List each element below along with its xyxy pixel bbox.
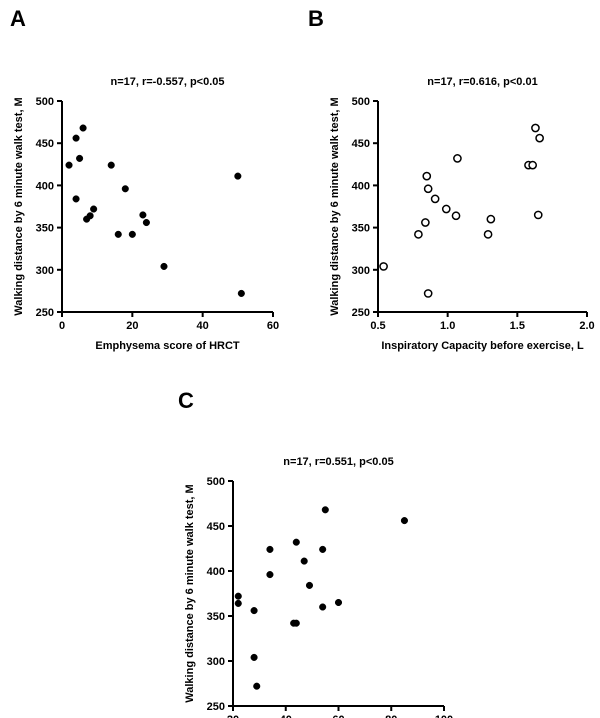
data-point [234,592,242,600]
data-point [160,262,168,270]
data-point [430,194,440,204]
panel-label: B [308,6,324,31]
panel-label: C [178,388,194,413]
data-point [528,160,538,170]
x-tick-label: 0.5 [370,320,385,332]
x-axis-label: Emphysema score of HRCT [95,340,240,352]
data-point [250,607,258,615]
y-tick-label: 500 [352,96,370,108]
data-point [414,230,423,239]
data-point [531,123,540,133]
chart-panel-c: Cn=17, r=0.551, p<0.05 20 40 60 80 100 250 300 3… [178,388,453,718]
y-tick-label: 450 [352,138,370,150]
data-point [72,195,80,203]
y-tick-label: 450 [36,138,54,150]
data-point [142,218,150,227]
y-tick-label: 400 [352,180,370,192]
data-point [76,154,84,162]
x-tick-label: 80 [385,714,397,718]
x-tick-label: 60 [267,320,279,332]
y-tick-label: 300 [352,265,370,277]
data-point [535,133,544,143]
data-point [423,289,433,298]
y-tick-label: 500 [207,476,225,488]
x-tick-label: 1.0 [440,320,455,332]
data-point [128,230,136,238]
data-point [533,210,543,220]
x-axis-label: Inspiratory Capacity before exercise, L [381,340,584,352]
data-point [90,205,98,213]
chart-panel-a: An=17, r=-0.557, p<0.05 0 20 40 60 250 300 350 4… [10,6,279,352]
data-point [319,603,327,611]
data-point [300,557,308,565]
x-tick-label: 40 [197,320,209,332]
data-point [79,124,87,132]
chart-title: n=17, r=0.616, p<0.01 [427,76,537,88]
data-point [451,211,461,221]
x-tick-label: 20 [227,714,239,718]
y-tick-label: 400 [36,180,54,192]
data-point [421,218,430,227]
data-point [334,598,343,607]
x-tick-label: 60 [332,714,344,718]
data-point [237,289,245,297]
x-tick-label: 100 [435,714,453,718]
y-tick-label: 450 [207,521,225,533]
chart-panel-b: Bn=17, r=0.616, p<0.01 0.5 1.0 1.5 2.0 250 300… [308,6,595,352]
data-point [379,262,388,271]
data-point [266,571,274,579]
data-point [72,134,80,142]
data-point [292,619,300,627]
data-point [423,184,433,194]
data-point [86,212,94,220]
y-tick-label: 300 [36,265,54,277]
y-axis-label: Walking distance by 6 minute walk test, … [184,484,196,702]
data-point [305,581,314,589]
y-tick-label: 350 [207,611,225,623]
y-tick-label: 300 [207,656,225,668]
data-point [483,230,493,239]
data-point [234,172,242,180]
data-point [253,682,261,690]
chart-title: n=17, r=-0.557, p<0.05 [110,76,224,88]
y-tick-label: 350 [352,223,370,235]
data-point [114,230,122,238]
data-point [250,653,258,661]
x-tick-label: 1.5 [510,320,525,332]
data-point [486,214,496,224]
x-tick-label: 2.0 [579,320,594,332]
x-tick-label: 0 [59,320,65,332]
data-point [234,599,242,607]
data-point [121,185,129,193]
y-tick-label: 350 [36,223,54,235]
y-tick-label: 500 [36,96,54,108]
panel-label: A [10,6,26,31]
data-point [139,211,147,219]
data-point [441,204,451,214]
data-point [319,545,327,553]
data-point [65,161,73,169]
y-axis-label: Walking distance by 6 minute walk test, … [329,97,341,315]
x-tick-label: 40 [280,714,292,718]
x-tick-label: 20 [126,320,138,332]
y-tick-label: 400 [207,566,225,578]
data-point [321,506,329,514]
data-point [266,545,274,553]
y-tick-label: 250 [207,701,225,713]
data-point [400,517,408,525]
chart-title: n=17, r=0.551, p<0.05 [283,456,393,468]
y-tick-label: 250 [36,307,54,319]
y-tick-label: 250 [352,307,370,319]
y-axis-label: Walking distance by 6 minute walk test, … [13,97,25,315]
data-point [107,161,115,169]
data-point [422,171,432,181]
data-point [292,538,300,546]
data-point [453,154,462,163]
